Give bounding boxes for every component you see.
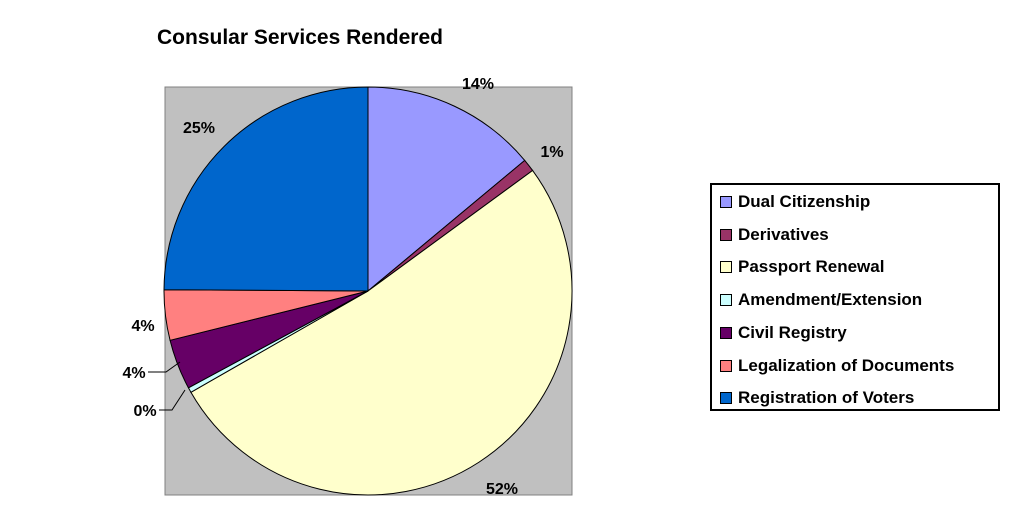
legend-label: Dual Citizenship xyxy=(738,192,871,211)
data-label: 1% xyxy=(540,144,563,161)
chart-title: Consular Services Rendered xyxy=(157,26,443,49)
pie-slice-registration-of-voters xyxy=(163,86,369,292)
leader-line xyxy=(148,361,181,373)
pie-slice-passport-renewal xyxy=(190,169,573,496)
data-label: 14% xyxy=(462,76,494,93)
data-label: 25% xyxy=(183,120,215,137)
legend-item: Civil Registry xyxy=(720,322,847,344)
legend-item: Derivatives xyxy=(720,224,829,246)
legend-item: Registration of Voters xyxy=(720,387,914,409)
data-label: 0% xyxy=(133,403,156,420)
legend-swatch xyxy=(720,196,732,208)
legend-swatch xyxy=(720,359,732,372)
legend-swatch xyxy=(720,326,732,339)
legend-item: Passport Renewal xyxy=(720,256,884,278)
leader-line xyxy=(159,389,186,411)
legend-label: Legalization of Documents xyxy=(738,355,955,375)
legend: Dual Citizenship Derivatives Passport Rene… xyxy=(710,183,1000,411)
legend-label: Derivatives xyxy=(738,224,829,244)
legend-item: Legalization of Documents xyxy=(720,355,954,377)
legend-label: Passport Renewal xyxy=(738,257,885,277)
legend-item: Dual Citizenship xyxy=(720,191,870,213)
legend-swatch xyxy=(720,228,732,241)
pie-slice-dual-citizenship xyxy=(367,86,526,293)
legend-label: Civil Registry xyxy=(738,322,847,342)
legend-label: Amendment/Extension xyxy=(738,290,923,310)
legend-swatch xyxy=(720,261,732,274)
data-label: 4% xyxy=(131,318,154,335)
legend-swatch xyxy=(720,392,732,405)
data-label: 52% xyxy=(486,481,518,498)
legend-swatch xyxy=(720,294,732,307)
legend-label: Registration of Voters xyxy=(738,388,915,408)
legend-item: Amendment/Extension xyxy=(720,289,922,311)
data-label: 4% xyxy=(122,365,145,382)
